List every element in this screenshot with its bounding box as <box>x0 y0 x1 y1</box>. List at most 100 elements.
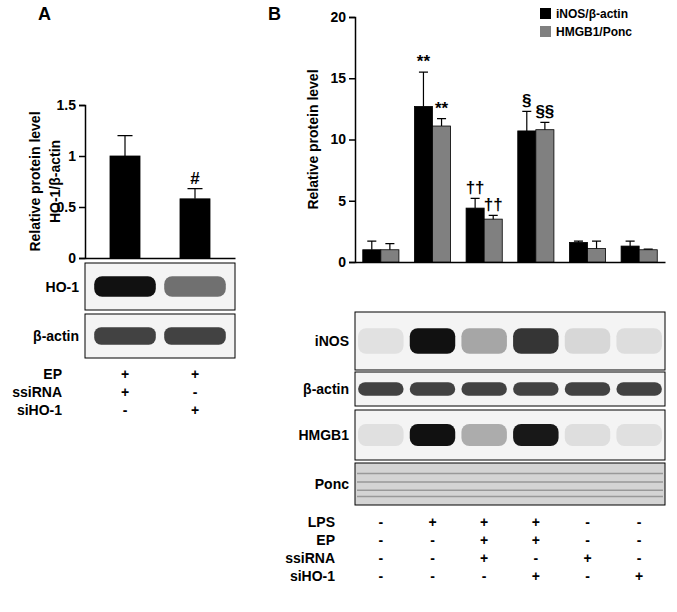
y-tick-label: 5 <box>338 193 346 209</box>
error-bar <box>187 189 202 199</box>
error-bar <box>592 241 601 248</box>
condition-sign: + <box>532 532 540 548</box>
figure: ARelative protein levelHO-1/β-actin00.51… <box>0 0 677 612</box>
annotation: ** <box>435 99 449 118</box>
condition-sign: - <box>585 568 590 584</box>
error-bar <box>574 241 583 242</box>
bar <box>621 246 639 262</box>
condition-sign: - <box>378 550 383 566</box>
x-axis <box>86 258 236 260</box>
blot-band <box>616 424 661 446</box>
blot-label: β-actin <box>303 381 349 397</box>
condition-sign: - <box>482 568 487 584</box>
condition-sign: - <box>378 568 383 584</box>
annotation: †† <box>466 178 485 197</box>
y-tick-mark <box>79 258 85 260</box>
condition-sign: - <box>430 568 435 584</box>
blot-band <box>616 328 661 354</box>
condition-sign: + <box>191 366 199 382</box>
bar <box>180 199 210 258</box>
y-tick-mark <box>79 156 85 158</box>
x-axis-line <box>356 262 666 264</box>
bar <box>536 130 554 262</box>
panel: BRelative protein level05101520****††††§… <box>268 4 666 584</box>
blot-band <box>513 424 558 446</box>
blot-label: β-actin <box>33 328 79 344</box>
blot-label: HMGB1 <box>298 427 349 443</box>
blot: β-actin <box>303 372 665 406</box>
annotation: ** <box>417 52 431 71</box>
y-tick-mark <box>349 201 355 203</box>
error-bar <box>117 136 132 156</box>
y-tick-mark <box>349 17 355 19</box>
condition-sign: + <box>121 366 129 382</box>
blot: HMGB1 <box>298 410 665 460</box>
panel: ARelative protein levelHO-1/β-actin00.51… <box>12 4 235 418</box>
x-axis-line <box>86 258 236 260</box>
condition-sign: - <box>637 550 642 566</box>
y-tick: 1.5 <box>57 97 85 113</box>
blot-frame <box>85 314 235 358</box>
y-axis: 05101520 <box>330 9 355 270</box>
bar <box>466 208 484 262</box>
loading-band <box>94 327 156 345</box>
legend-label: iNOS/β-actin <box>556 7 628 21</box>
condition-sign: + <box>583 550 591 566</box>
bar <box>433 126 451 262</box>
y-axis-title: Relative protein level <box>305 69 321 209</box>
y-tick-label: 1 <box>68 148 76 164</box>
condition-label: LPS <box>308 514 335 530</box>
bar <box>381 250 399 262</box>
error-bar <box>540 122 549 129</box>
condition-sign: - <box>378 532 383 548</box>
panel-label: A <box>38 4 51 24</box>
blot-label: Ponc <box>315 476 349 492</box>
bar <box>569 242 587 262</box>
condition-label: EP <box>43 366 62 382</box>
y-tick-label: 15 <box>330 70 346 86</box>
y-tick: 0.5 <box>57 199 85 215</box>
y-tick-label: 1.5 <box>57 97 77 113</box>
error-bar <box>419 72 428 106</box>
y-tick: 0 <box>338 254 355 270</box>
condition-sign: - <box>378 514 383 530</box>
condition-sign: + <box>480 550 488 566</box>
blot: Ponc <box>315 463 665 505</box>
condition-sign: + <box>480 532 488 548</box>
bar <box>484 219 502 262</box>
blot-frame <box>355 463 665 505</box>
legend-swatch <box>540 26 551 37</box>
series <box>110 136 210 258</box>
loading-band <box>164 327 226 345</box>
annotation: # <box>190 169 200 188</box>
figure-svg: ARelative protein levelHO-1/β-actin00.51… <box>0 0 677 612</box>
panel-label: B <box>268 4 281 24</box>
plot-area <box>110 136 210 258</box>
y-axis-line <box>79 106 86 259</box>
y-tick: 1 <box>68 148 85 164</box>
blot-band <box>164 276 226 297</box>
blot: HO-1 <box>46 263 235 310</box>
y-axis-title: Relative protein level <box>27 111 43 251</box>
bar <box>414 106 432 262</box>
condition-sign: - <box>193 384 198 400</box>
blot-band <box>513 328 558 354</box>
blot-band <box>461 424 506 446</box>
y-tick: 5 <box>338 193 355 209</box>
condition-sign: + <box>532 568 540 584</box>
y-tick-label: 10 <box>330 131 346 147</box>
blot-band <box>94 276 156 297</box>
legend-swatch <box>540 8 551 19</box>
loading-band <box>513 382 558 396</box>
legend: iNOS/β-actinHMGB1/Ponc <box>540 7 632 39</box>
error-bar <box>522 111 531 131</box>
condition-label: siHO-1 <box>17 402 62 418</box>
blot-label: HO-1 <box>46 279 80 295</box>
y-tick-label: 0.5 <box>57 199 77 215</box>
blot: iNOS <box>315 312 665 370</box>
condition-sign: + <box>480 514 488 530</box>
condition-label: EP <box>316 532 335 548</box>
condition-label: ssiRNA <box>12 384 62 400</box>
condition-sign: + <box>428 514 436 530</box>
blot-band <box>358 424 403 446</box>
